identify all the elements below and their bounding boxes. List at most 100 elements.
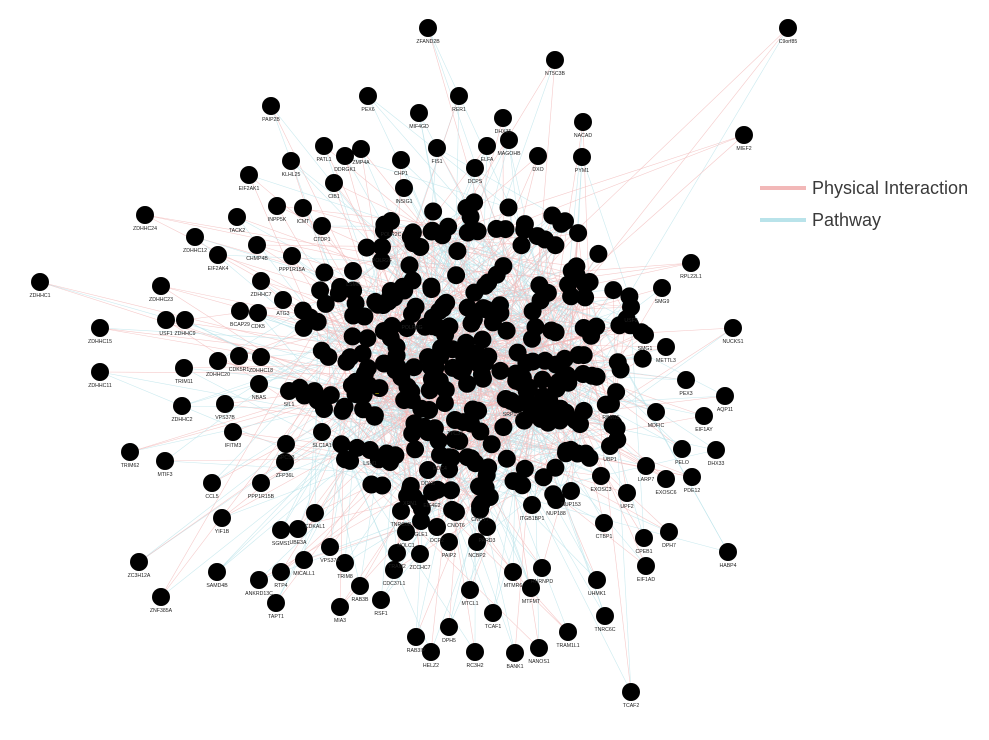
- gene-node[interactable]: [209, 246, 227, 264]
- gene-node[interactable]: [186, 228, 204, 246]
- gene-node-unlabeled[interactable]: [620, 287, 639, 306]
- gene-node-unlabeled[interactable]: [458, 223, 477, 242]
- gene-node[interactable]: [352, 140, 370, 158]
- gene-node-unlabeled[interactable]: [494, 418, 513, 437]
- gene-node-unlabeled[interactable]: [329, 284, 348, 303]
- gene-node-unlabeled[interactable]: [358, 329, 377, 348]
- gene-node[interactable]: [407, 628, 425, 646]
- gene-node[interactable]: [573, 148, 591, 166]
- gene-node[interactable]: [224, 423, 242, 441]
- gene-node[interactable]: [267, 594, 285, 612]
- gene-node[interactable]: [228, 208, 246, 226]
- gene-node-unlabeled[interactable]: [491, 296, 509, 315]
- gene-node[interactable]: [618, 484, 636, 502]
- gene-node-unlabeled[interactable]: [406, 440, 425, 459]
- gene-node-unlabeled[interactable]: [533, 370, 552, 389]
- gene-node[interactable]: [637, 457, 655, 475]
- gene-node-unlabeled[interactable]: [497, 449, 516, 468]
- gene-node[interactable]: [276, 453, 294, 471]
- gene-node[interactable]: [262, 97, 280, 115]
- gene-node-unlabeled[interactable]: [357, 238, 376, 257]
- gene-node[interactable]: [657, 338, 675, 356]
- gene-node[interactable]: [336, 554, 354, 572]
- gene-node[interactable]: [208, 563, 226, 581]
- gene-node[interactable]: [500, 131, 518, 149]
- gene-node[interactable]: [546, 51, 564, 69]
- gene-node-unlabeled[interactable]: [398, 487, 417, 506]
- gene-node-unlabeled[interactable]: [512, 236, 531, 255]
- gene-node[interactable]: [152, 588, 170, 606]
- gene-node[interactable]: [321, 538, 339, 556]
- gene-node[interactable]: [468, 533, 486, 551]
- gene-node-unlabeled[interactable]: [372, 251, 391, 270]
- gene-node-unlabeled[interactable]: [569, 224, 588, 243]
- gene-node[interactable]: [351, 577, 369, 595]
- gene-node-unlabeled[interactable]: [587, 317, 606, 336]
- gene-node[interactable]: [411, 545, 429, 563]
- gene-node-unlabeled[interactable]: [411, 238, 430, 256]
- gene-node-unlabeled[interactable]: [424, 202, 443, 221]
- gene-node-unlabeled[interactable]: [522, 405, 541, 424]
- gene-node-unlabeled[interactable]: [523, 352, 542, 371]
- gene-node[interactable]: [388, 544, 406, 562]
- gene-node-unlabeled[interactable]: [445, 430, 464, 449]
- gene-node[interactable]: [336, 147, 354, 165]
- gene-node-unlabeled[interactable]: [346, 385, 365, 404]
- gene-node-unlabeled[interactable]: [576, 444, 595, 463]
- gene-node-unlabeled[interactable]: [589, 244, 608, 263]
- gene-node[interactable]: [175, 359, 193, 377]
- gene-node[interactable]: [478, 137, 496, 155]
- gene-node[interactable]: [677, 371, 695, 389]
- gene-node-unlabeled[interactable]: [377, 444, 396, 463]
- gene-node[interactable]: [156, 452, 174, 470]
- gene-node-unlabeled[interactable]: [383, 317, 401, 335]
- gene-node[interactable]: [294, 199, 312, 217]
- gene-node-unlabeled[interactable]: [412, 499, 431, 518]
- gene-node[interactable]: [373, 238, 391, 256]
- gene-node-unlabeled[interactable]: [513, 476, 532, 495]
- gene-node[interactable]: [31, 273, 49, 291]
- gene-node-unlabeled[interactable]: [428, 480, 447, 499]
- gene-node[interactable]: [622, 683, 640, 701]
- gene-node[interactable]: [735, 126, 753, 144]
- gene-node-unlabeled[interactable]: [462, 449, 481, 468]
- gene-node-unlabeled[interactable]: [530, 276, 549, 295]
- gene-node[interactable]: [562, 482, 580, 500]
- gene-node[interactable]: [331, 598, 349, 616]
- gene-node-unlabeled[interactable]: [463, 400, 482, 419]
- gene-node[interactable]: [533, 559, 551, 577]
- gene-node-unlabeled[interactable]: [315, 263, 334, 282]
- gene-node-unlabeled[interactable]: [343, 327, 362, 346]
- gene-node[interactable]: [130, 553, 148, 571]
- gene-node-unlabeled[interactable]: [562, 287, 581, 306]
- gene-node-unlabeled[interactable]: [608, 430, 627, 449]
- gene-node[interactable]: [410, 104, 428, 122]
- gene-node-unlabeled[interactable]: [365, 406, 384, 425]
- gene-node-unlabeled[interactable]: [333, 401, 352, 420]
- gene-node[interactable]: [277, 435, 295, 453]
- gene-node[interactable]: [637, 557, 655, 575]
- gene-node[interactable]: [203, 474, 221, 492]
- gene-node-unlabeled[interactable]: [370, 379, 389, 398]
- gene-node[interactable]: [724, 319, 742, 337]
- gene-node[interactable]: [230, 347, 248, 365]
- gene-node-unlabeled[interactable]: [499, 198, 518, 217]
- gene-node-unlabeled[interactable]: [465, 283, 484, 302]
- gene-node-unlabeled[interactable]: [355, 364, 374, 383]
- gene-node-unlabeled[interactable]: [341, 348, 360, 367]
- gene-node-unlabeled[interactable]: [515, 215, 534, 234]
- gene-node-unlabeled[interactable]: [312, 341, 331, 360]
- gene-node-unlabeled[interactable]: [487, 219, 506, 238]
- gene-node[interactable]: [136, 206, 154, 224]
- gene-node[interactable]: [523, 496, 541, 514]
- gene-node[interactable]: [530, 639, 548, 657]
- gene-node-unlabeled[interactable]: [497, 321, 516, 340]
- gene-node-unlabeled[interactable]: [633, 349, 652, 368]
- gene-node[interactable]: [440, 618, 458, 636]
- gene-node[interactable]: [397, 523, 415, 541]
- gene-node[interactable]: [272, 563, 290, 581]
- gene-node[interactable]: [559, 623, 577, 641]
- gene-node-unlabeled[interactable]: [290, 378, 309, 397]
- gene-node-unlabeled[interactable]: [470, 477, 488, 496]
- gene-node-unlabeled[interactable]: [477, 300, 496, 319]
